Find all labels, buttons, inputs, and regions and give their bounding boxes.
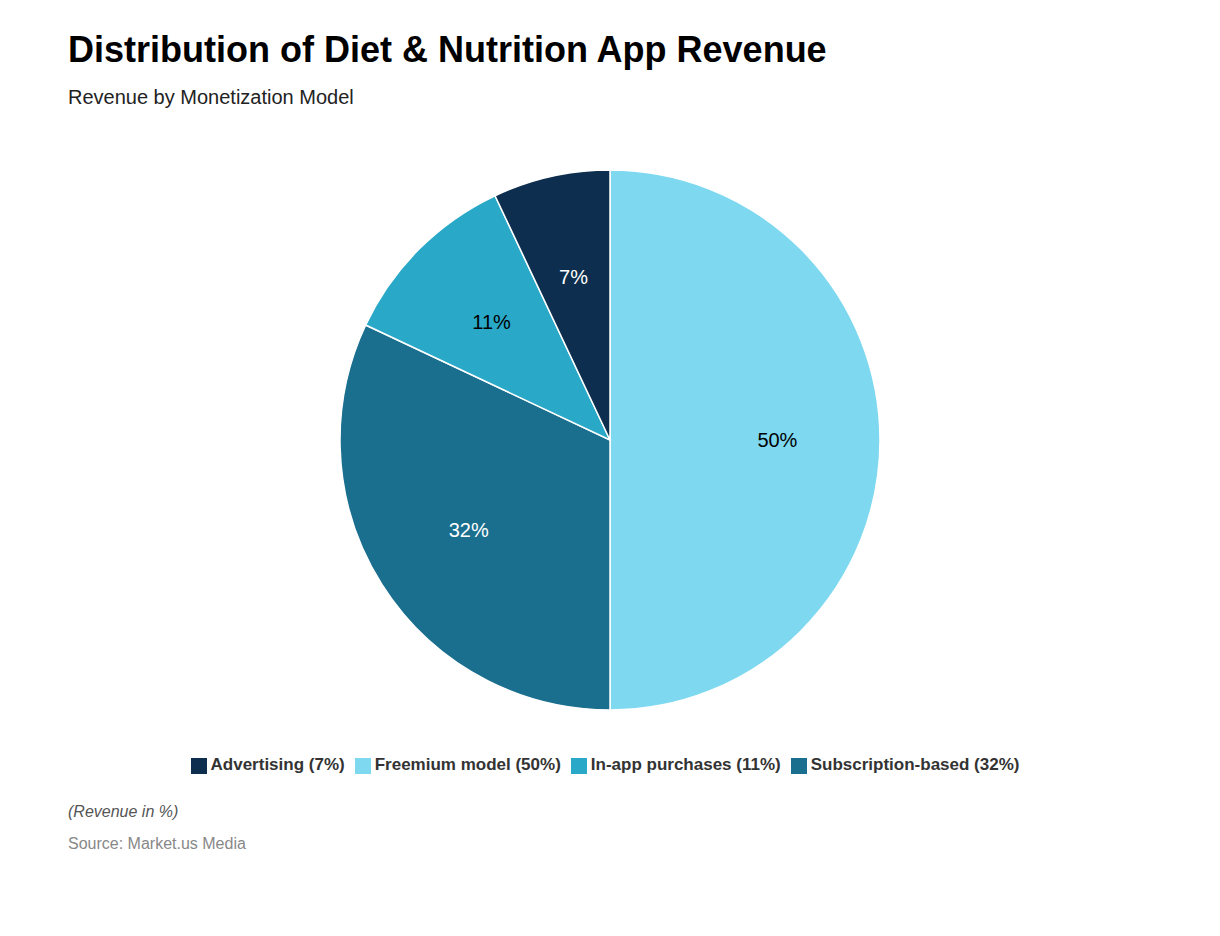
svg-text:7%: 7% [559, 266, 588, 288]
html-text:In-app purchases (11%): In-app purchases (11%) [590, 755, 781, 774]
html-text:Subscription-based (32%): Subscription-based (32%) [810, 755, 1020, 774]
html-text:Source: Market.us Media: Source: Market.us Media [68, 835, 246, 852]
svg-text:32%: 32% [449, 519, 489, 541]
svg-text:11%: 11% [472, 311, 511, 333]
html-text:Revenue by Monetization Model: Revenue by Monetization Model [68, 86, 354, 108]
html-text:Advertising (7%): Advertising (7%) [210, 755, 345, 774]
html-text:Distribution of Diet & Nutriti: Distribution of Diet & Nutrition App Rev… [68, 29, 827, 70]
svg-text:50%: 50% [757, 429, 797, 451]
html-text:(Revenue in %): (Revenue in %) [68, 803, 179, 820]
html-text:Freemium model (50%): Freemium model (50%) [374, 755, 561, 774]
